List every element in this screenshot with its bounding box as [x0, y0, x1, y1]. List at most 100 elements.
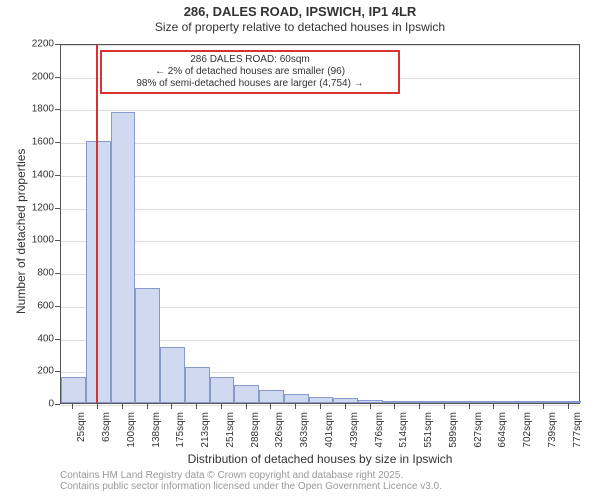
xtick-mark: [345, 404, 346, 409]
histogram-bar: [210, 377, 235, 403]
histogram-bar: [556, 401, 581, 403]
xtick-mark: [147, 404, 148, 409]
gridline: [61, 209, 579, 210]
histogram-bar: [482, 401, 507, 403]
xtick-label: 100sqm: [126, 412, 137, 452]
histogram-bar: [531, 401, 556, 403]
ytick-mark: [55, 273, 60, 274]
ytick-label: 2200: [20, 39, 54, 50]
chart-subtitle: Size of property relative to detached ho…: [0, 20, 600, 34]
ytick-label: 2000: [20, 71, 54, 82]
xtick-mark: [122, 404, 123, 409]
histogram-bar: [507, 401, 532, 403]
xtick-mark: [444, 404, 445, 409]
histogram-bar: [185, 367, 210, 403]
ytick-mark: [55, 371, 60, 372]
ytick-label: 200: [20, 366, 54, 377]
xtick-label: 288sqm: [250, 412, 261, 452]
ytick-mark: [55, 109, 60, 110]
xtick-label: 251sqm: [225, 412, 236, 452]
gridline: [61, 110, 579, 111]
histogram-bar: [135, 288, 160, 403]
xtick-label: 589sqm: [448, 412, 459, 452]
xtick-mark: [543, 404, 544, 409]
plot-area: [60, 44, 580, 404]
ytick-label: 1200: [20, 202, 54, 213]
chart-container: 286, DALES ROAD, IPSWICH, IP1 4LR Size o…: [0, 0, 600, 500]
xtick-label: 739sqm: [547, 412, 558, 452]
ytick-label: 1600: [20, 137, 54, 148]
xtick-label: 213sqm: [200, 412, 211, 452]
ytick-mark: [55, 44, 60, 45]
x-axis-label: Distribution of detached houses by size …: [60, 452, 580, 466]
xtick-mark: [518, 404, 519, 409]
xtick-label: 664sqm: [497, 412, 508, 452]
histogram-bar: [309, 397, 334, 403]
ytick-mark: [55, 142, 60, 143]
xtick-label: 439sqm: [349, 412, 360, 452]
xtick-label: 476sqm: [374, 412, 385, 452]
ytick-label: 0: [20, 399, 54, 410]
xtick-mark: [221, 404, 222, 409]
gridline: [61, 241, 579, 242]
chart-title: 286, DALES ROAD, IPSWICH, IP1 4LR: [0, 0, 600, 20]
ytick-mark: [55, 240, 60, 241]
ytick-label: 1000: [20, 235, 54, 246]
xtick-mark: [493, 404, 494, 409]
ytick-label: 1800: [20, 104, 54, 115]
ytick-label: 400: [20, 333, 54, 344]
xtick-label: 63sqm: [101, 412, 112, 452]
gridline: [61, 143, 579, 144]
ytick-mark: [55, 77, 60, 78]
xtick-mark: [196, 404, 197, 409]
histogram-bar: [457, 401, 482, 403]
histogram-bar: [160, 347, 185, 403]
histogram-bar: [234, 385, 259, 403]
histogram-bar: [383, 401, 408, 403]
property-marker-line: [96, 45, 98, 403]
xtick-mark: [568, 404, 569, 409]
xtick-mark: [419, 404, 420, 409]
xtick-mark: [469, 404, 470, 409]
ytick-mark: [55, 339, 60, 340]
footer-line-1: Contains HM Land Registry data © Crown c…: [60, 470, 442, 481]
xtick-mark: [370, 404, 371, 409]
xtick-label: 777sqm: [572, 412, 583, 452]
xtick-label: 627sqm: [473, 412, 484, 452]
xtick-mark: [295, 404, 296, 409]
histogram-bar: [358, 400, 383, 403]
annotation-line-1: 286 DALES ROAD: 60sqm: [102, 54, 398, 66]
ytick-mark: [55, 306, 60, 307]
histogram-bar: [408, 401, 433, 403]
footer-line-2: Contains public sector information licen…: [60, 481, 442, 492]
xtick-label: 138sqm: [151, 412, 162, 452]
gridline: [61, 176, 579, 177]
xtick-label: 326sqm: [274, 412, 285, 452]
xtick-label: 25sqm: [76, 412, 87, 452]
histogram-bar: [284, 394, 309, 403]
xtick-mark: [270, 404, 271, 409]
histogram-bar: [432, 401, 457, 403]
xtick-mark: [171, 404, 172, 409]
xtick-mark: [320, 404, 321, 409]
gridline: [61, 274, 579, 275]
xtick-label: 363sqm: [299, 412, 310, 452]
xtick-mark: [72, 404, 73, 409]
xtick-mark: [97, 404, 98, 409]
annotation-box: 286 DALES ROAD: 60sqm ← 2% of detached h…: [100, 50, 400, 94]
xtick-label: 702sqm: [522, 412, 533, 452]
ytick-mark: [55, 404, 60, 405]
ytick-mark: [55, 208, 60, 209]
xtick-label: 514sqm: [398, 412, 409, 452]
ytick-label: 800: [20, 268, 54, 279]
ytick-mark: [55, 175, 60, 176]
gridline: [61, 45, 579, 46]
ytick-label: 600: [20, 300, 54, 311]
histogram-bar: [61, 377, 86, 403]
annotation-line-3: 98% of semi-detached houses are larger (…: [102, 78, 398, 90]
xtick-mark: [394, 404, 395, 409]
annotation-line-2: ← 2% of detached houses are smaller (96): [102, 66, 398, 78]
footer-credits: Contains HM Land Registry data © Crown c…: [60, 470, 442, 492]
xtick-label: 175sqm: [175, 412, 186, 452]
xtick-mark: [246, 404, 247, 409]
